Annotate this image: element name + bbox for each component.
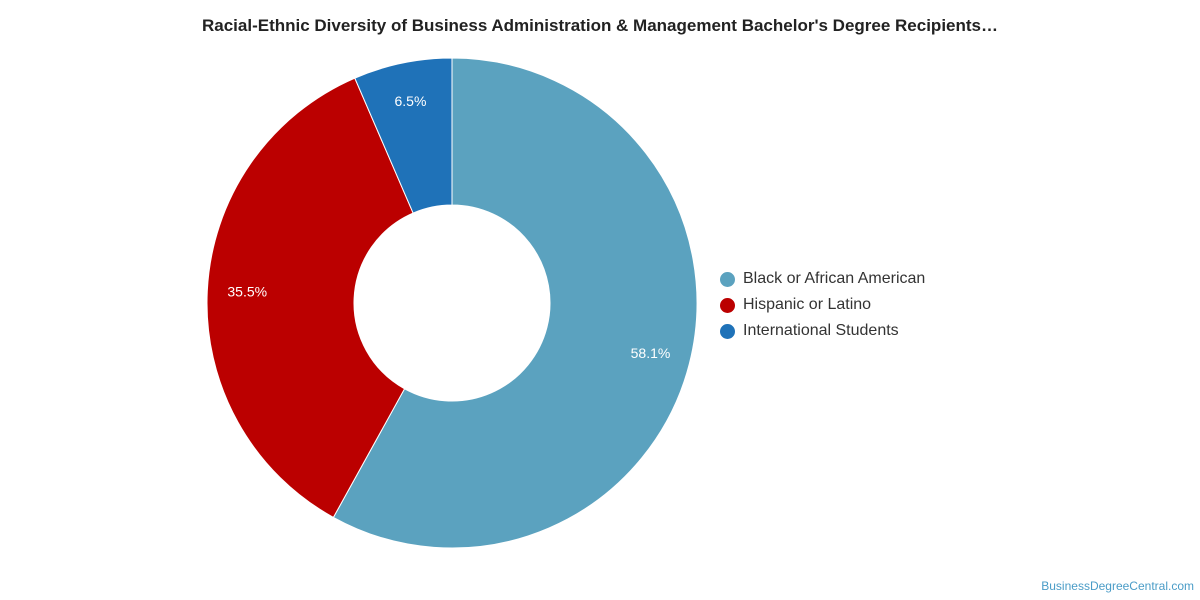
slice-hispanic-latino[interactable] (206, 77, 414, 519)
legend-label: International Students (743, 322, 899, 339)
legend-item-black-african-american[interactable]: Black or African American (720, 266, 925, 292)
slice-value-label: 58.1% (631, 345, 671, 361)
legend-swatch-icon (720, 297, 735, 313)
legend-label: Black or African American (743, 270, 926, 287)
legend-label: Hispanic or Latino (743, 296, 872, 313)
slice-value-label: 35.5% (227, 284, 267, 300)
legend-item-hispanic-latino[interactable]: Hispanic or Latino (720, 292, 925, 318)
slice-black-african-american[interactable] (332, 57, 698, 549)
chart-legend: Black or African American Hispanic or La… (720, 266, 925, 344)
legend-swatch-icon (720, 323, 735, 339)
legend-swatch-icon (720, 271, 735, 287)
legend-item-international-students[interactable]: International Students (720, 318, 925, 344)
slice-value-label: 6.5% (395, 93, 427, 109)
source-watermark[interactable]: BusinessDegreeCentral.com (1041, 579, 1194, 593)
slice-international-students[interactable] (354, 57, 453, 214)
chart-title: Racial-Ethnic Diversity of Business Admi… (201, 16, 998, 35)
